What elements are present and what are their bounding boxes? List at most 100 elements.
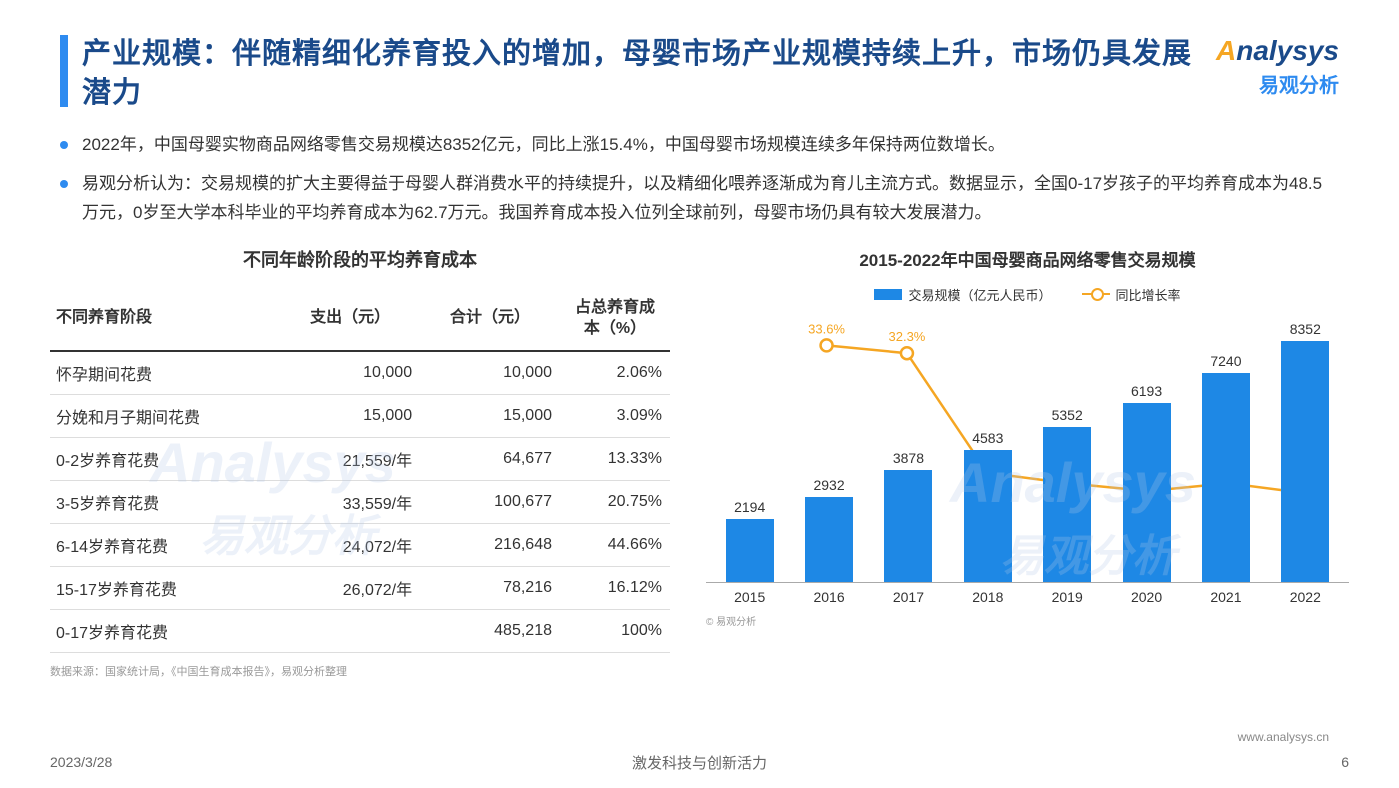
x-tick: 2018: [948, 589, 1027, 605]
footer-tagline: 激发科技与创新活力: [632, 752, 767, 773]
col-percent: 占总养育成本（%）: [560, 288, 670, 351]
table-cell: 44.66%: [560, 523, 670, 566]
table-cell: 100%: [560, 609, 670, 652]
table-cell: 2.06%: [560, 351, 670, 395]
table-row: 0-17岁养育花费485,218100%: [50, 609, 670, 652]
table-cell: 216,648: [420, 523, 560, 566]
col-total: 合计（元）: [420, 288, 560, 351]
x-tick: 2022: [1266, 589, 1345, 605]
bar: 8352: [1281, 341, 1329, 582]
table-cell: 3.09%: [560, 394, 670, 437]
bullet-dot-icon: [60, 180, 68, 188]
legend-line-label: 同比增长率: [1116, 285, 1181, 304]
line-marker: [901, 347, 913, 359]
logo-subtitle: 易观分析: [1216, 69, 1339, 98]
table-cell: 78,216: [420, 566, 560, 609]
bar-label: 8352: [1281, 321, 1329, 337]
table-cell: 6-14岁养育花费: [50, 523, 280, 566]
table-header-row: 不同养育阶段 支出（元） 合计（元） 占总养育成本（%）: [50, 288, 670, 351]
footer-url: www.analysys.cn: [1238, 730, 1329, 744]
table-cell: 15,000: [280, 394, 420, 437]
table-cell: 33,559/年: [280, 480, 420, 523]
chart-title: 2015-2022年中国母婴商品网络零售交易规模: [706, 246, 1349, 271]
page-title: 产业规模：伴随精细化养育投入的增加，母婴市场产业规模持续上升，市场仍具发展潜力: [82, 35, 1196, 113]
table-cell: 10,000: [420, 351, 560, 395]
table-row: 6-14岁养育花费24,072/年216,64844.66%: [50, 523, 670, 566]
table-cell: 100,677: [420, 480, 560, 523]
x-tick: 2017: [869, 589, 948, 605]
bar-label: 2932: [805, 477, 853, 493]
bar: 3878: [884, 470, 932, 582]
table-cell: 64,677: [420, 437, 560, 480]
bar: 6193: [1123, 403, 1171, 582]
bar-label: 7240: [1202, 353, 1250, 369]
col-stage: 不同养育阶段: [50, 288, 280, 351]
legend-bar-label: 交易规模（亿元人民币）: [908, 285, 1051, 304]
line-label: 32.3%: [889, 329, 926, 344]
revenue-chart-block: 2015-2022年中国母婴商品网络零售交易规模 交易规模（亿元人民币） 同比增…: [706, 246, 1349, 679]
table-cell: 13.33%: [560, 437, 670, 480]
table-cell: 21,559/年: [280, 437, 420, 480]
bar-group: 3878: [869, 470, 948, 582]
table-cell: 20.75%: [560, 480, 670, 523]
bar-label: 2194: [726, 499, 774, 515]
x-tick: 2020: [1107, 589, 1186, 605]
table-cell: 16.12%: [560, 566, 670, 609]
table-cell: 24,072/年: [280, 523, 420, 566]
analysys-logo: Analysys 易观分析: [1216, 35, 1339, 98]
bar: 7240: [1202, 373, 1250, 582]
table-row: 3-5岁养育花费33,559/年100,67720.75%: [50, 480, 670, 523]
bar-group: 2932: [789, 497, 868, 582]
accent-bar: [60, 35, 68, 107]
chart-x-axis: 20152016201720182019202020212022: [706, 582, 1349, 605]
bullet-text: 2022年，中国母婴实物商品网络零售交易规模达8352亿元，同比上涨15.4%，…: [82, 131, 1339, 160]
logo-text: Analysys: [1216, 35, 1339, 67]
bar-group: 8352: [1266, 341, 1345, 582]
table-cell: 10,000: [280, 351, 420, 395]
bar-label: 4583: [964, 430, 1012, 446]
table-source: 数据来源：国家统计局，《中国生育成本报告》，易观分析整理: [50, 663, 670, 679]
chart-plot: 33.6%32.3%18.2%16.8%15.7%16.9%15.4% 2194…: [706, 322, 1349, 582]
bar-group: 4583: [948, 450, 1027, 582]
bar: 2932: [805, 497, 853, 582]
line-marker: [821, 339, 833, 351]
table-cell: 15-17岁养育花费: [50, 566, 280, 609]
table-title: 不同年龄阶段的平均养育成本: [50, 246, 670, 272]
bar-label: 3878: [884, 450, 932, 466]
x-tick: 2021: [1186, 589, 1265, 605]
bullet-dot-icon: [60, 141, 68, 149]
bar-label: 6193: [1123, 383, 1171, 399]
bar-group: 7240: [1186, 373, 1265, 582]
legend-line-icon: [1082, 293, 1110, 295]
table-cell: 15,000: [420, 394, 560, 437]
table-row: 0-2岁养育花费21,559/年64,67713.33%: [50, 437, 670, 480]
chart-copyright: © 易观分析: [706, 613, 1349, 628]
legend-line: 同比增长率: [1082, 285, 1181, 304]
cost-table-block: 不同年龄阶段的平均养育成本 不同养育阶段 支出（元） 合计（元） 占总养育成本（…: [50, 246, 670, 679]
cost-table: 不同养育阶段 支出（元） 合计（元） 占总养育成本（%） 怀孕期间花费10,00…: [50, 288, 670, 653]
col-expense: 支出（元）: [280, 288, 420, 351]
table-row: 分娩和月子期间花费15,00015,0003.09%: [50, 394, 670, 437]
bar-group: 5352: [1028, 427, 1107, 582]
bar: 5352: [1043, 427, 1091, 582]
table-cell: 分娩和月子期间花费: [50, 394, 280, 437]
bar: 4583: [964, 450, 1012, 582]
line-label: 33.6%: [808, 322, 845, 336]
table-cell: 3-5岁养育花费: [50, 480, 280, 523]
table-cell: 怀孕期间花费: [50, 351, 280, 395]
table-cell: 26,072/年: [280, 566, 420, 609]
table-row: 15-17岁养育花费26,072/年78,21616.12%: [50, 566, 670, 609]
slide-header: 产业规模：伴随精细化养育投入的增加，母婴市场产业规模持续上升，市场仍具发展潜力 …: [0, 0, 1399, 113]
chart-legend: 交易规模（亿元人民币） 同比增长率: [706, 285, 1349, 304]
footer-page: 6: [1341, 754, 1349, 770]
legend-bar-icon: [874, 289, 902, 300]
footer-date: 2023/3/28: [50, 754, 112, 770]
bar-group: 2194: [710, 519, 789, 582]
bullet-text: 易观分析认为：交易规模的扩大主要得益于母婴人群消费水平的持续提升，以及精细化喂养…: [82, 170, 1339, 228]
x-tick: 2019: [1028, 589, 1107, 605]
bar-group: 6193: [1107, 403, 1186, 582]
legend-bar: 交易规模（亿元人民币）: [874, 285, 1051, 304]
table-cell: 0-2岁养育花费: [50, 437, 280, 480]
table-cell: [280, 609, 420, 652]
x-tick: 2016: [789, 589, 868, 605]
